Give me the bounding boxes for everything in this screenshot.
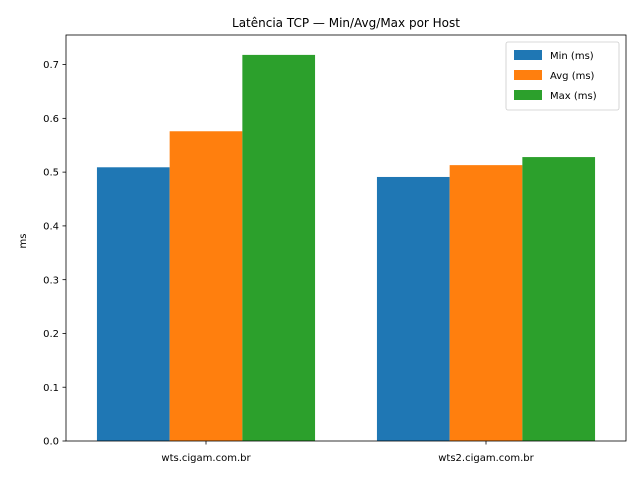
legend: Min (ms) Avg (ms) Max (ms) <box>505 41 620 111</box>
bar-1-1 <box>96 167 170 442</box>
y-tick-label: 0.4 <box>43 222 59 233</box>
bar-2-1 <box>169 131 243 441</box>
legend-swatch-3 <box>514 90 542 100</box>
y-tick-label: 0.5 <box>43 168 59 179</box>
y-tick-label: 0.7 <box>43 60 59 71</box>
legend-label-2: Avg (ms) <box>550 71 595 82</box>
bar-3-2 <box>522 157 596 441</box>
y-tick-label: 0.1 <box>43 383 59 394</box>
y-tick-label: 0.2 <box>43 329 59 340</box>
bars-group <box>96 54 596 442</box>
legend-label-1: Min (ms) <box>550 51 594 62</box>
y-axis-label: ms <box>18 234 29 249</box>
axes-group: 0.0 0.1 0.2 0.3 0.4 0.5 0.6 0.7 wts.cigam.com.br… <box>43 34 627 464</box>
y-tick-label: 0.6 <box>43 114 59 125</box>
legend-label-3: Max (ms) <box>550 91 597 102</box>
y-tick-label: 0.3 <box>43 275 59 286</box>
bar-2-2 <box>449 165 523 441</box>
bar-1-2 <box>376 176 450 441</box>
y-tick-label: 0.0 <box>43 437 59 448</box>
legend-swatch-1 <box>514 50 542 60</box>
plot-frame <box>65 34 627 442</box>
chart-title: Latência TCP — Min/Avg/Max por Host <box>232 16 460 30</box>
bar-3-1 <box>242 54 316 441</box>
legend-swatch-2 <box>514 70 542 80</box>
x-tick-label: wts2.cigam.com.br <box>438 453 534 464</box>
x-tick-label: wts.cigam.com.br <box>161 453 251 464</box>
